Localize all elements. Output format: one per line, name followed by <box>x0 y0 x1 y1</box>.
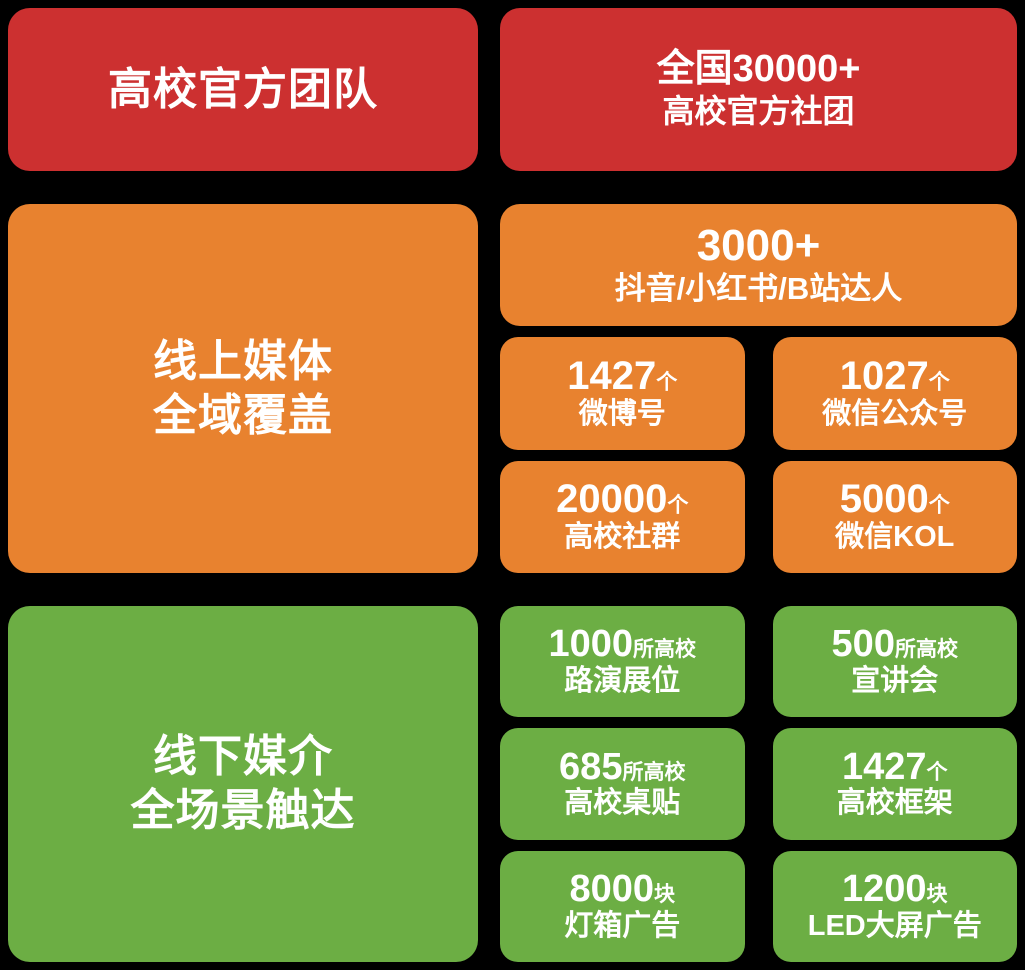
section-label-text: 线下媒介 全场景触达 <box>130 732 356 836</box>
stat-number-unit: 个 <box>928 494 950 518</box>
stat-subtitle: 高校社群 <box>564 521 681 554</box>
stat-subtitle: 路演展位 <box>564 665 681 698</box>
stat-number: 1000所高校 <box>548 625 696 664</box>
stat-number-unit: 所高校 <box>894 638 958 662</box>
offline-media-stats-row-3: 8000块 灯箱广告 1200块 LED大屏广告 <box>500 850 1017 962</box>
stat-number-value: 5000 <box>839 477 929 522</box>
section-label-text: 线上媒体 全域覆盖 <box>153 337 333 440</box>
stat-number: 1427个 <box>567 356 677 397</box>
stat-number-value: 20000 <box>556 477 668 522</box>
stat-subtitle: 宣讲会 <box>851 665 939 698</box>
section-label-offline-media: 线下媒介 全场景触达 <box>8 606 478 962</box>
stat-number-unit: 所高校 <box>622 760 686 784</box>
stat-number-value: 1027 <box>839 354 929 399</box>
stat-number-unit: 个 <box>926 760 948 784</box>
official-team-stats: 全国30000+ 高校官方社团 <box>500 8 1017 172</box>
stat-subtitle: 高校框架 <box>836 787 953 820</box>
stat-number-unit: 个 <box>656 371 678 395</box>
stat-number-value: 1000 <box>548 623 634 666</box>
stat-subtitle: 微信KOL <box>835 521 955 554</box>
stat-subtitle: 微信公众号 <box>822 397 968 430</box>
stat-number-value: 1427 <box>841 745 927 788</box>
stat-card-table-stickers[interactable]: 685所高校 高校桌贴 <box>500 728 745 840</box>
stat-card-wechat-kol[interactable]: 5000个 微信KOL <box>772 460 1017 574</box>
stat-card-info-sessions[interactable]: 500所高校 宣讲会 <box>772 606 1017 718</box>
stat-number-unit: 所高校 <box>633 638 697 662</box>
stat-subtitle: 抖音/小红书/B站达人 <box>614 271 903 307</box>
section-official-team: 高校官方团队 全国30000+ 高校官方社团 <box>8 8 1017 172</box>
stat-number: 1027个 <box>840 356 950 397</box>
stat-subtitle: LED大屏广告 <box>807 909 982 942</box>
stat-number-unit: 块 <box>926 882 948 906</box>
stat-card-campus-groups[interactable]: 20000个 高校社群 <box>500 460 745 574</box>
stat-number-value: 1200 <box>841 867 927 910</box>
stat-subtitle: 灯箱广告 <box>564 909 681 942</box>
stat-number-value: 685 <box>559 745 623 788</box>
stat-card-roadshow-booths[interactable]: 1000所高校 路演展位 <box>500 606 745 718</box>
stat-number: 500所高校 <box>832 625 958 664</box>
section-label-text: 高校官方团队 <box>108 64 378 114</box>
stat-number: 3000+ <box>696 221 821 271</box>
stat-number-unit: 个 <box>928 371 950 395</box>
stat-card-wechat-official-accounts[interactable]: 1027个 微信公众号 <box>772 337 1017 450</box>
stat-number: 685所高校 <box>559 745 686 788</box>
stat-number-value: 8000 <box>569 867 655 910</box>
stat-subtitle: 高校桌贴 <box>564 787 681 820</box>
stat-number-value: 1427 <box>567 354 657 399</box>
offline-media-stats-row-1: 1000所高校 路演展位 500所高校 宣讲会 <box>500 606 1017 718</box>
section-label-online-media: 线上媒体 全域覆盖 <box>8 204 478 574</box>
stat-card-lightbox-ads[interactable]: 8000块 灯箱广告 <box>500 850 745 962</box>
stat-number-value: 500 <box>831 623 895 666</box>
stat-card-kol-influencers[interactable]: 3000+ 抖音/小红书/B站达人 <box>500 204 1017 327</box>
stat-number: 5000个 <box>840 479 950 520</box>
stat-subtitle: 微博号 <box>578 397 666 430</box>
online-media-stats-row-2: 20000个 高校社群 5000个 微信KOL <box>500 460 1017 574</box>
offline-media-stats-row-2: 685所高校 高校桌贴 1427个 高校框架 <box>500 728 1017 840</box>
section-offline-media: 线下媒介 全场景触达 1000所高校 路演展位 500所高校 宣讲会 685所高… <box>8 606 1017 962</box>
stat-number: 1427个 <box>841 745 948 788</box>
stat-number-unit: 个 <box>667 494 689 518</box>
offline-media-stats: 1000所高校 路演展位 500所高校 宣讲会 685所高校 高校桌贴 1427… <box>500 606 1017 962</box>
stat-number: 全国30000+ <box>656 47 861 90</box>
stat-number: 8000块 <box>569 867 676 910</box>
stat-card-weibo-accounts[interactable]: 1427个 微博号 <box>500 337 745 450</box>
stat-number-unit: 块 <box>654 882 676 906</box>
online-media-stats: 3000+ 抖音/小红书/B站达人 1427个 微博号 1027个 微信公众号 … <box>500 204 1017 574</box>
section-online-media: 线上媒体 全域覆盖 3000+ 抖音/小红书/B站达人 1427个 微博号 10… <box>8 204 1017 574</box>
stat-card-campus-frames[interactable]: 1427个 高校框架 <box>772 728 1017 840</box>
stat-card-led-screen-ads[interactable]: 1200块 LED大屏广告 <box>772 850 1017 962</box>
stat-subtitle: 高校官方社团 <box>662 92 855 129</box>
stat-number: 20000个 <box>556 479 688 520</box>
stat-number: 1200块 <box>841 867 948 910</box>
section-label-official-team: 高校官方团队 <box>8 8 478 172</box>
online-media-stats-row-1: 1427个 微博号 1027个 微信公众号 <box>500 337 1017 450</box>
stat-card-national-clubs[interactable]: 全国30000+ 高校官方社团 <box>500 8 1017 172</box>
